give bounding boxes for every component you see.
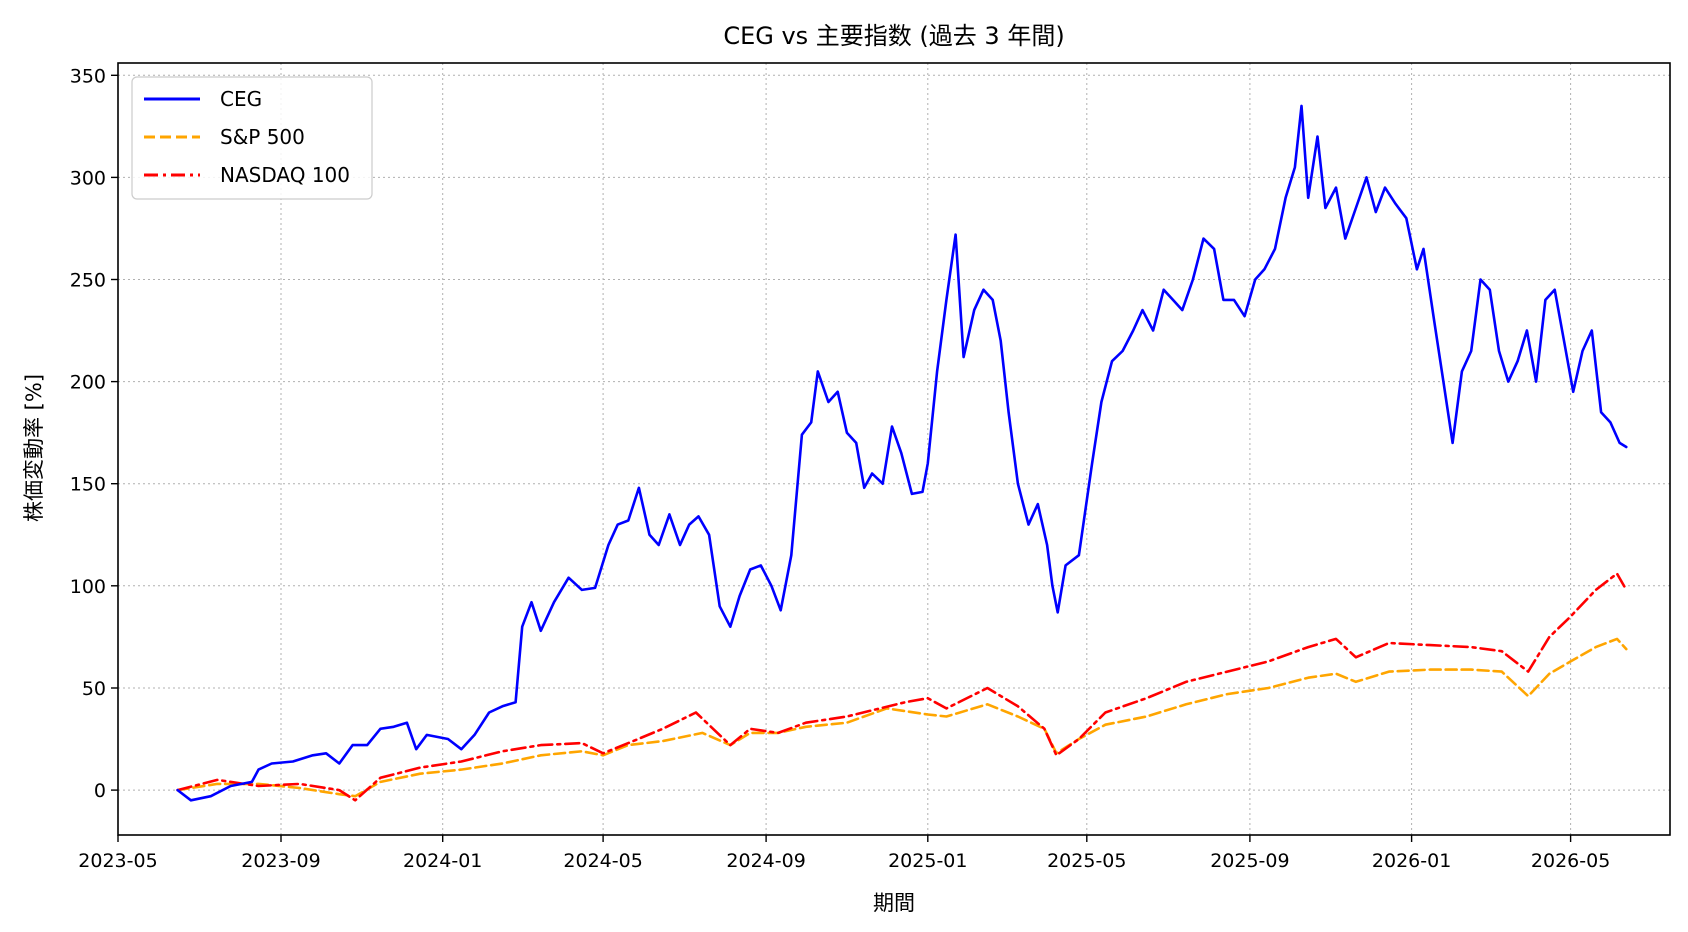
x-tick-label: 2025-05 (1047, 850, 1126, 872)
x-tick-label: 2024-05 (563, 850, 642, 872)
series-line-s-p-500 (176, 637, 1628, 798)
x-tick-label: 2023-09 (241, 850, 320, 872)
y-tick-label: 200 (70, 372, 106, 394)
legend-label-sp500: S&P 500 (220, 125, 305, 149)
y-tick-label: 350 (70, 65, 106, 87)
series-line-ceg (176, 104, 1628, 802)
x-tick-label: 2025-01 (888, 850, 967, 872)
x-tick-label: 2023-05 (78, 850, 157, 872)
y-tick-label: 250 (70, 270, 106, 292)
series-line-nasdaq-100 (176, 572, 1628, 802)
y-tick-label: 0 (94, 780, 106, 802)
y-axis: 0 50 100 150 200 250 300 350 (70, 65, 118, 802)
plot-frame (117, 62, 1671, 836)
x-tick-label: 2026-05 (1531, 850, 1610, 872)
legend-box (131, 76, 373, 200)
legend-label-ceg: CEG (220, 87, 262, 111)
y-tick-label: 100 (70, 576, 106, 598)
x-axis-title: 期間 (873, 891, 915, 915)
x-tick-label: 2026-01 (1372, 850, 1451, 872)
x-tick-label: 2025-09 (1210, 850, 1289, 872)
x-tick-label: 2024-09 (726, 850, 805, 872)
y-tick-label: 50 (82, 678, 106, 700)
legend-label-nasdaq100: NASDAQ 100 (220, 163, 350, 187)
x-axis: 2023-05 2023-09 2024-01 2024-05 2024-09 2025-… (78, 835, 1610, 872)
legend: CEG S&P 500 NASDAQ 100 (131, 76, 373, 200)
series-layer (176, 104, 1628, 802)
chart-title: CEG vs 主要指数 (過去 3 年間) (723, 22, 1064, 50)
y-tick-label: 150 (70, 474, 106, 496)
y-tick-label: 300 (70, 167, 106, 189)
y-axis-title: 株価変動率 [%] (22, 374, 46, 522)
x-tick-label: 2024-01 (403, 850, 482, 872)
